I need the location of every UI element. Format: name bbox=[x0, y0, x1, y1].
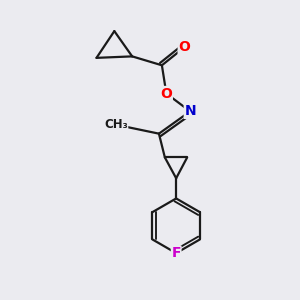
Text: F: F bbox=[171, 246, 181, 260]
Text: N: N bbox=[184, 104, 196, 118]
Text: O: O bbox=[160, 86, 172, 100]
Text: CH₃: CH₃ bbox=[104, 118, 128, 131]
Text: O: O bbox=[178, 40, 190, 55]
